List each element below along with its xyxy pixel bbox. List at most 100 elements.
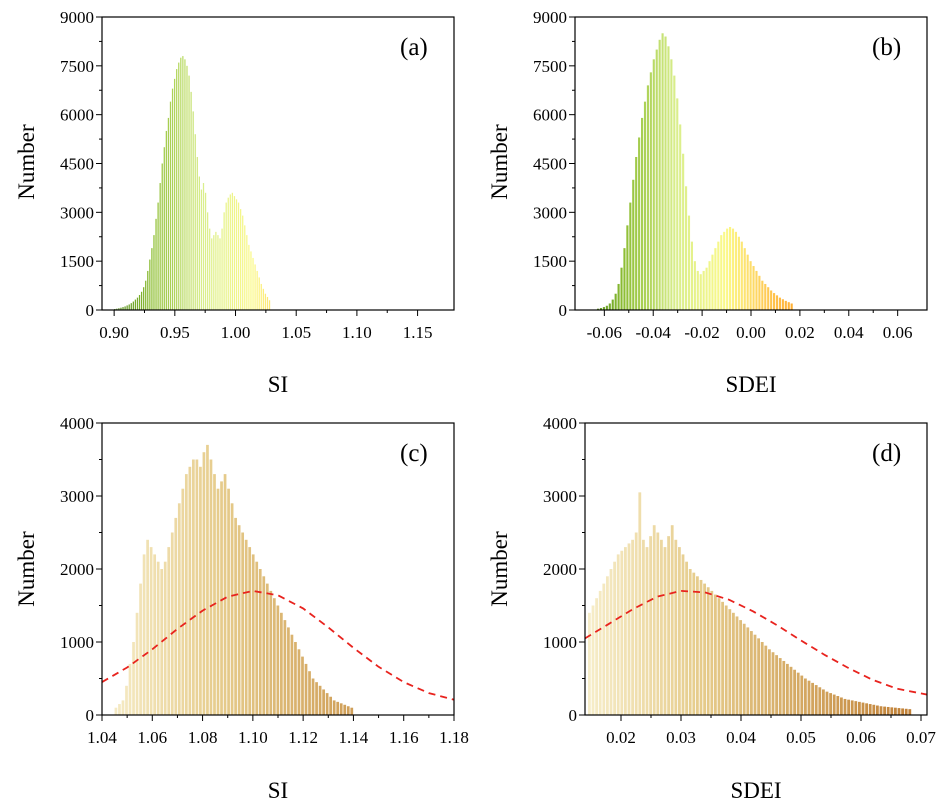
histogram-bar bbox=[221, 228, 223, 310]
histogram-bar bbox=[149, 547, 153, 715]
histogram-bar bbox=[890, 707, 894, 715]
x-tick-label: 1.18 bbox=[439, 728, 469, 747]
histogram-bar bbox=[789, 666, 793, 715]
histogram-bar bbox=[629, 202, 632, 310]
histogram-bar bbox=[624, 547, 627, 715]
histogram-bar bbox=[764, 283, 767, 310]
histogram-bar bbox=[663, 547, 667, 715]
histogram-bar bbox=[611, 299, 614, 310]
y-tick-label: 1500 bbox=[533, 252, 567, 271]
plot-area bbox=[114, 56, 271, 310]
histogram-bar bbox=[702, 270, 705, 310]
panel-label: (c) bbox=[400, 440, 428, 467]
x-tick-label: 1.10 bbox=[238, 728, 268, 747]
histogram-bar bbox=[606, 576, 609, 715]
histogram-bar bbox=[775, 295, 779, 310]
histogram-bar bbox=[703, 583, 706, 715]
histogram-bar bbox=[130, 303, 132, 310]
x-axis-title: SI bbox=[268, 778, 288, 803]
histogram-bar bbox=[825, 691, 829, 715]
histogram-bar bbox=[198, 176, 200, 310]
histogram-bar bbox=[272, 598, 276, 715]
histogram-bar bbox=[188, 75, 190, 310]
histogram-bar bbox=[139, 583, 142, 715]
histogram-bar bbox=[807, 680, 811, 715]
histogram-bar bbox=[674, 539, 678, 715]
histogram-bar bbox=[173, 78, 176, 310]
histogram-bar bbox=[710, 590, 714, 715]
histogram-bar bbox=[194, 134, 196, 310]
histogram-bar bbox=[705, 267, 708, 310]
histogram-bar bbox=[764, 645, 768, 715]
histogram-bar bbox=[638, 492, 642, 715]
histogram-bar bbox=[264, 293, 267, 310]
histogram-bar bbox=[876, 705, 879, 715]
histogram-bar bbox=[746, 627, 750, 715]
histogram-bar bbox=[670, 525, 674, 715]
histogram-bar bbox=[336, 701, 340, 715]
histogram-bar bbox=[229, 194, 231, 310]
histogram-bar bbox=[134, 299, 137, 310]
histogram-bar bbox=[693, 261, 696, 310]
x-tick-label: 0.00 bbox=[736, 323, 766, 342]
histogram-bar bbox=[673, 75, 676, 310]
histogram-bar bbox=[879, 706, 883, 715]
y-tick-label: 0 bbox=[86, 706, 95, 725]
histogram-bar bbox=[251, 554, 255, 715]
histogram-bar bbox=[692, 572, 696, 715]
histogram-bar bbox=[667, 536, 670, 715]
y-axis-title: Number bbox=[487, 531, 512, 607]
histogram-bar bbox=[153, 554, 157, 715]
histogram-bar bbox=[822, 689, 825, 715]
histogram-bar bbox=[832, 694, 836, 715]
histogram-bar bbox=[202, 452, 206, 715]
histogram-bar bbox=[223, 474, 227, 715]
histogram-bar bbox=[174, 517, 178, 715]
x-tick-label: 1.12 bbox=[288, 728, 318, 747]
histogram-bar bbox=[242, 215, 244, 310]
histogram-bar bbox=[649, 536, 652, 715]
histogram-bar bbox=[721, 601, 724, 715]
histogram-bar bbox=[761, 280, 764, 310]
plot-area bbox=[102, 444, 454, 715]
histogram-bar bbox=[223, 212, 225, 310]
histogram-bar bbox=[290, 634, 294, 715]
histogram-bar bbox=[169, 101, 172, 310]
histogram-bar bbox=[749, 261, 752, 310]
histogram-bar bbox=[124, 306, 126, 310]
histogram-bar bbox=[814, 685, 818, 715]
histogram-bar bbox=[161, 163, 163, 310]
histogram-bar bbox=[276, 605, 280, 715]
histogram-bar bbox=[120, 307, 122, 310]
histogram-bar bbox=[199, 466, 202, 715]
panel-a: 0 1500 3000 4500 6000 7500 9000 0.90 0.95 1.00 1.0… bbox=[14, 8, 455, 397]
y-tick-label: 9000 bbox=[60, 8, 94, 27]
histogram-bar bbox=[614, 293, 617, 310]
histogram-bar bbox=[872, 704, 876, 715]
histogram-bar bbox=[254, 264, 256, 310]
histogram-bar bbox=[770, 290, 773, 310]
histogram-bar bbox=[858, 701, 861, 715]
histogram-bar bbox=[626, 225, 629, 310]
y-tick-label: 7500 bbox=[533, 57, 567, 76]
histogram-bar bbox=[260, 283, 262, 310]
histogram-bar bbox=[778, 658, 782, 715]
histogram-bar bbox=[784, 300, 787, 310]
histogram-bar bbox=[602, 307, 605, 310]
x-tick-label: 1.06 bbox=[137, 728, 167, 747]
panel-b: 0 1500 3000 4500 6000 7500 9000 -0.06 -0.04 -0.02… bbox=[487, 8, 928, 397]
histogram-bar bbox=[731, 228, 735, 310]
histogram-bar bbox=[724, 605, 728, 715]
panel-label: (d) bbox=[872, 440, 901, 467]
histogram-bar bbox=[204, 192, 207, 310]
histogram-bar bbox=[132, 642, 135, 715]
y-tick-label: 4500 bbox=[533, 155, 567, 174]
panel-c: 0 1000 2000 3000 4000 1.04 1.06 1.08 1.10 1.12 1.1… bbox=[14, 414, 469, 803]
histogram-bar bbox=[258, 277, 260, 310]
histogram-bar bbox=[742, 623, 746, 715]
histogram-bar bbox=[163, 147, 165, 310]
histogram-bar bbox=[602, 583, 606, 715]
y-axis-title: Number bbox=[487, 124, 512, 200]
histogram-bar bbox=[767, 287, 770, 310]
histogram-bar bbox=[250, 251, 252, 310]
